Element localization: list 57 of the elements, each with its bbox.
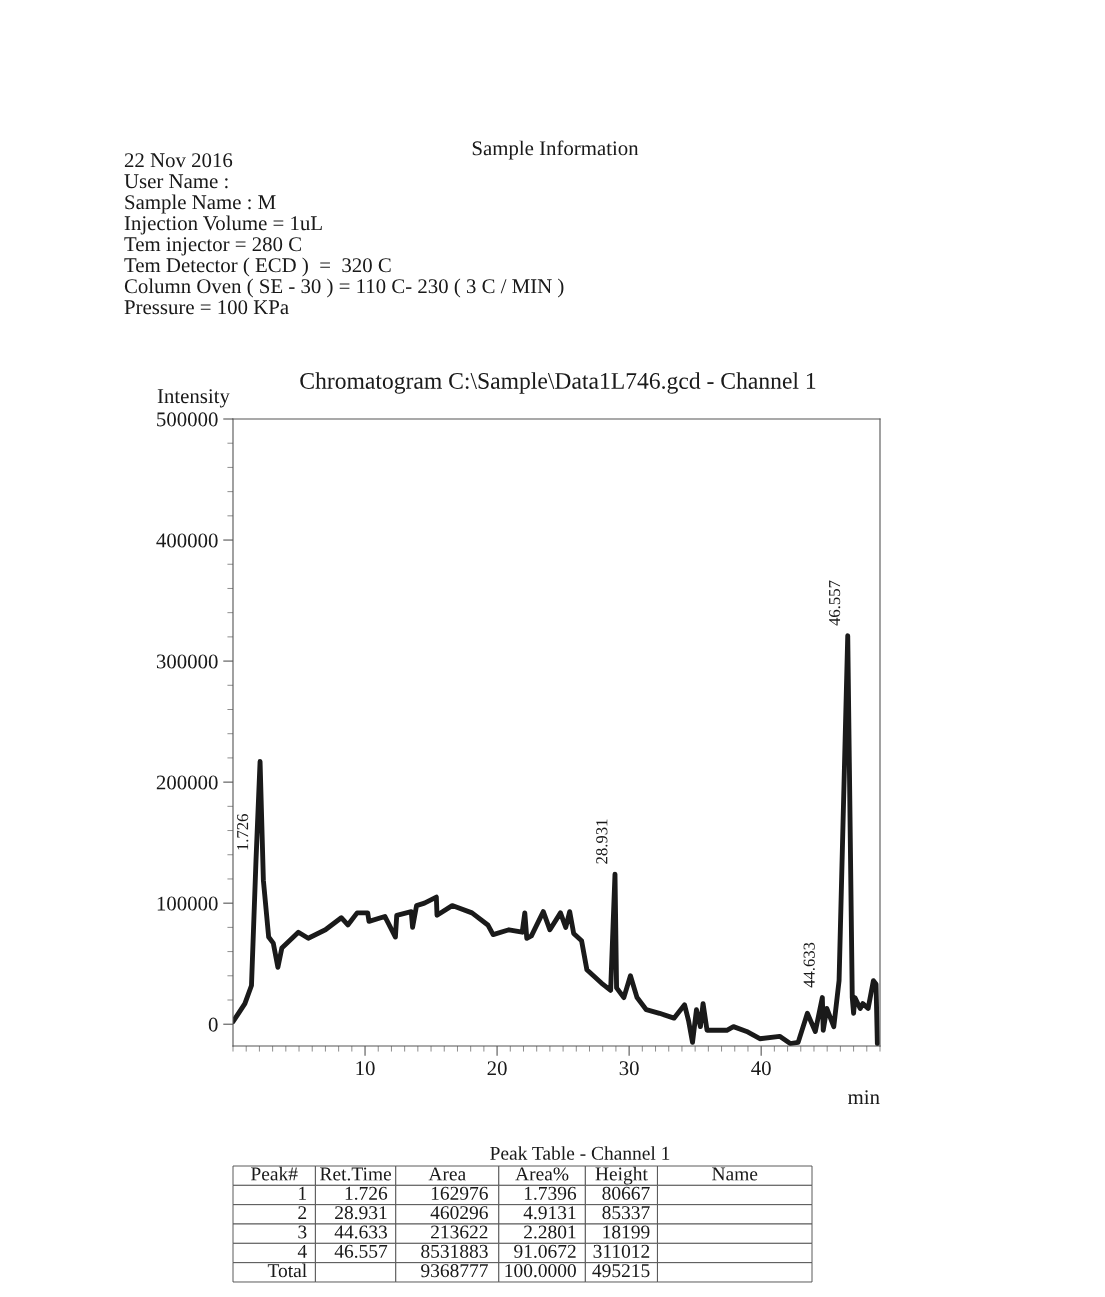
text: 1.7396 (524, 1186, 577, 1200)
text: Injection Volume = 1uL (124, 215, 322, 235)
text: Area% (515, 1167, 569, 1181)
text: 2 (298, 1206, 307, 1220)
text: Total (267, 1263, 307, 1278)
chart-title: Chromatogram C:\Sample\Data1L746.gcd - Channel 1 (300, 372, 816, 394)
text: 100.0000 (505, 1264, 576, 1278)
text: Height (595, 1166, 648, 1185)
text: 3 (298, 1225, 307, 1239)
text: 80667 (602, 1186, 650, 1200)
text: 162976 (431, 1186, 488, 1200)
text: 8531883 (421, 1244, 488, 1258)
x-tick-label: 10 (356, 1061, 375, 1076)
y-tick-label: 400000 (156, 533, 218, 548)
text: Pressure = 100 KPa (124, 300, 289, 315)
x-axis-title: min (848, 1090, 880, 1105)
text: Ret.Time (320, 1167, 392, 1181)
text: 1 (299, 1186, 307, 1200)
annotation: 46.557 (828, 580, 841, 626)
text: Name (712, 1167, 758, 1181)
text: 4 (297, 1244, 307, 1258)
y-tick-label: 100000 (157, 896, 218, 911)
y-axis-title: Intensity (157, 389, 230, 408)
text: 18199 (603, 1225, 650, 1239)
text: Peak Table - Channel 1 (490, 1146, 670, 1160)
text: 2.2801 (524, 1225, 576, 1239)
y-tick-label: 500000 (157, 412, 218, 427)
x-tick-label: 30 (619, 1061, 639, 1076)
text: 28.931 (335, 1206, 387, 1220)
text: 22 Nov 2016 (124, 153, 233, 168)
text: 9368777 (421, 1264, 488, 1278)
text: 213622 (431, 1225, 488, 1239)
y-tick-label: 200000 (156, 775, 218, 790)
text: 46.557 (334, 1244, 388, 1258)
text: Tem injector = 280 C (124, 237, 301, 256)
text: 91.0672 (514, 1244, 576, 1258)
text: 44.633 (334, 1225, 387, 1239)
x-tick-label: 40 (751, 1061, 771, 1076)
text: Area (428, 1167, 466, 1181)
text: 1.726 (345, 1186, 388, 1200)
text: 495215 (592, 1264, 650, 1278)
annotation: 44.633 (803, 942, 815, 988)
text: Sample Name : M (125, 194, 276, 214)
text: 4.9131 (523, 1206, 576, 1220)
annotation: 28.931 (596, 819, 608, 864)
chart-subtitle: Sample Information (472, 140, 639, 160)
text: 460296 (430, 1206, 488, 1220)
annotation: 1.726 (237, 814, 249, 850)
text: 85337 (602, 1206, 650, 1220)
y-tick-label: 300000 (156, 654, 218, 669)
x-tick-label: 20 (487, 1061, 507, 1076)
text: 311012 (593, 1244, 650, 1258)
text: Peak# (251, 1166, 298, 1181)
y-tick-label: 0 (208, 1017, 218, 1032)
text: Column Oven ( SE - 30 ) = 110 C- 230 ( 3 C / MIN ) (124, 278, 564, 298)
text: User Name : (124, 174, 228, 189)
text: Tem Detector ( ECD ) = 320 C (124, 257, 391, 277)
